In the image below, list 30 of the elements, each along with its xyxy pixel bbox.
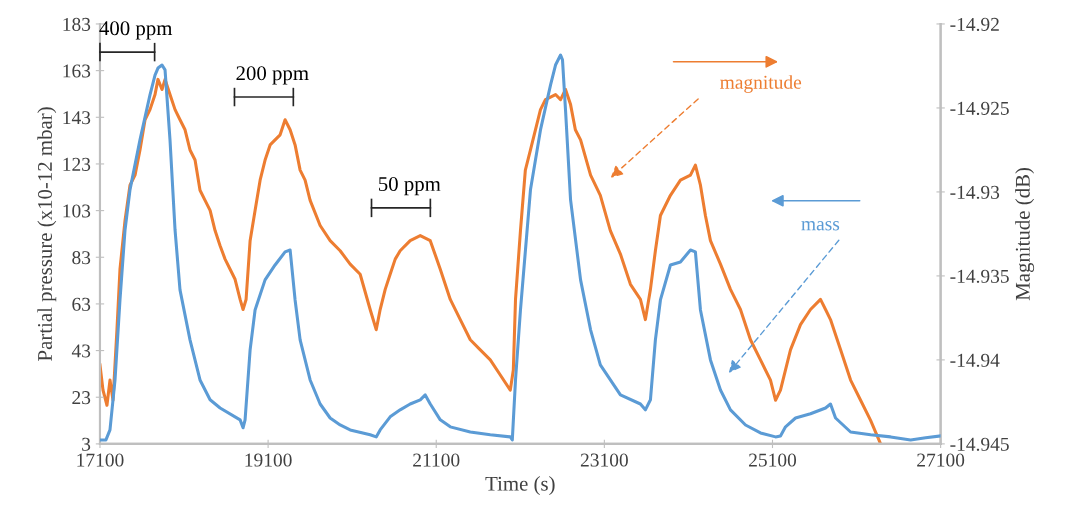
y2-tick-label: -14.92 [950, 17, 999, 31]
y2-axis-title: Magnitude (dB) [1015, 168, 1035, 301]
x-tick-label: 19100 [245, 453, 292, 467]
y-tick-label: 43 [71, 344, 91, 358]
y-tick-label: 163 [63, 64, 91, 78]
x-tick-label: 23100 [580, 453, 628, 467]
y-tick-label: 83 [72, 251, 91, 265]
y2-tick-label: -14.935 [950, 269, 1009, 283]
annotation: 200 ppm [236, 66, 309, 85]
y-tick-label: 23 [72, 391, 91, 405]
y-axis-title: Partial pressure (x10-12 mbar) [37, 107, 57, 361]
y-tick-label: 103 [63, 204, 91, 218]
x-tick-label: 25100 [749, 453, 797, 467]
y-tick-label: 63 [72, 297, 91, 311]
legend-label: magnitude [720, 75, 802, 93]
x-tick-label: 27100 [917, 453, 965, 467]
annotation: 400 ppm [99, 21, 173, 40]
y2-tick-label: -14.945 [950, 437, 1009, 451]
y2-tick-label: -14.93 [950, 185, 1000, 199]
legend-label: mass [801, 221, 840, 231]
y2-tick-label: -14.925 [950, 101, 1009, 115]
y2-tick-label: -14.94 [950, 353, 1000, 367]
x-tick-label: 21100 [413, 453, 460, 467]
x-axis-title: Time (s) [485, 476, 555, 495]
x-tick-label: 17100 [77, 453, 124, 467]
y-tick-label: 183 [63, 17, 91, 31]
y-tick-label: 143 [63, 111, 91, 125]
annotation: 50 ppm [379, 177, 441, 196]
y-tick-label: 3 [82, 437, 91, 451]
y-tick-label: 123 [63, 157, 91, 171]
